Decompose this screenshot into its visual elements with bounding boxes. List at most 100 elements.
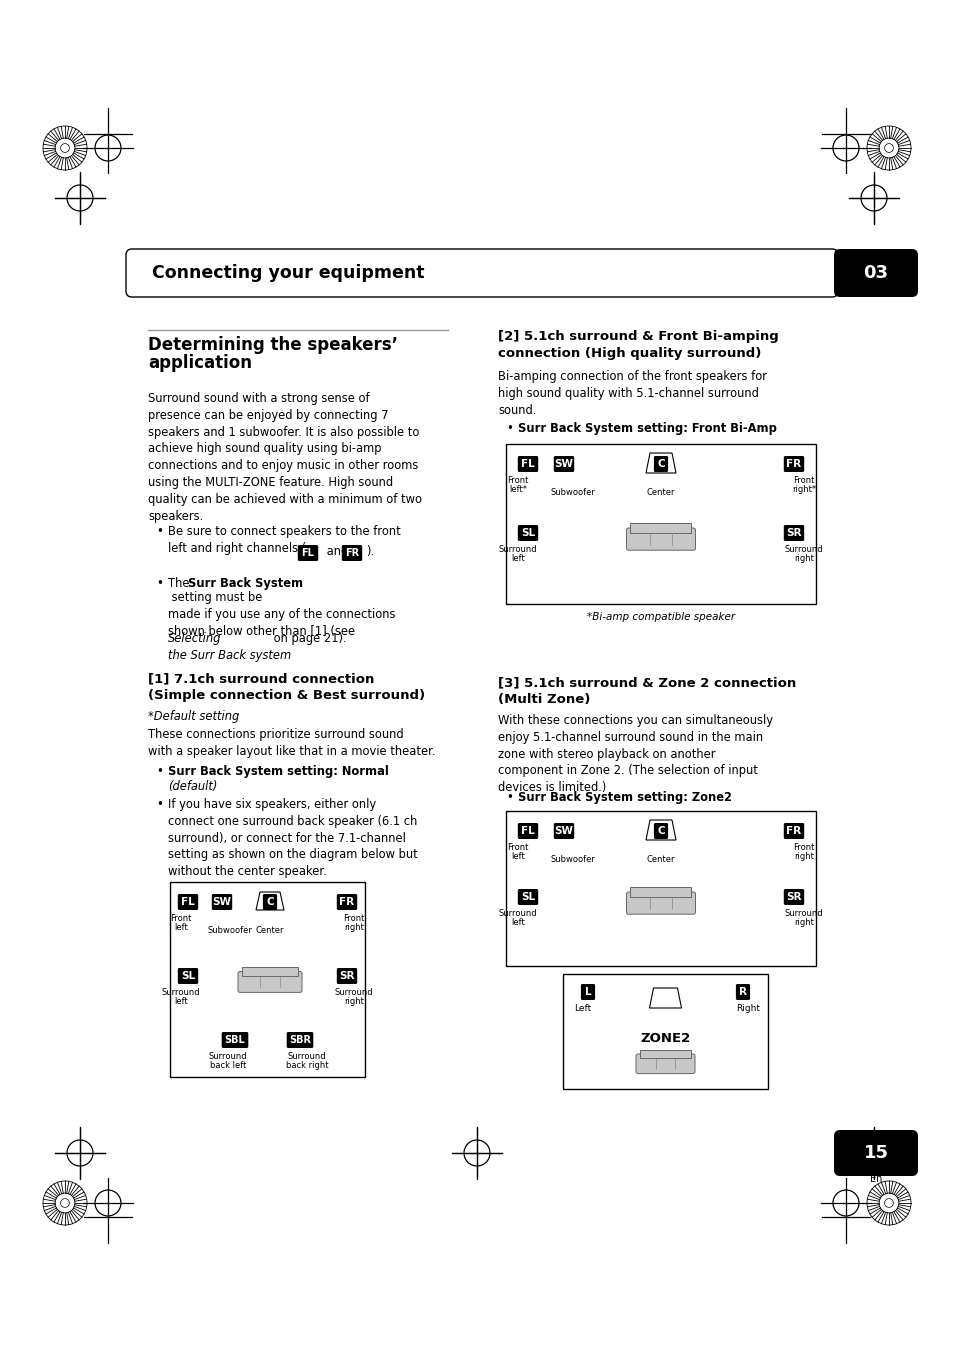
- FancyBboxPatch shape: [833, 249, 917, 297]
- Text: FL: FL: [520, 459, 535, 469]
- Text: Surround: Surround: [209, 1052, 247, 1061]
- Text: Center: Center: [646, 855, 675, 865]
- FancyBboxPatch shape: [126, 249, 837, 297]
- Text: If you have six speakers, either only
connect one surround back speaker (6.1 ch
: If you have six speakers, either only co…: [168, 798, 417, 878]
- Text: Selecting
the Surr Back system: Selecting the Surr Back system: [168, 632, 291, 662]
- Bar: [170, 882, 365, 1077]
- Text: Front: Front: [507, 476, 528, 485]
- Text: Surround: Surround: [784, 544, 822, 554]
- Text: [3] 5.1ch surround & Zone 2 connection
(Multi Zone): [3] 5.1ch surround & Zone 2 connection (…: [497, 676, 796, 705]
- Circle shape: [883, 143, 892, 153]
- Text: Front: Front: [343, 915, 364, 923]
- FancyBboxPatch shape: [237, 971, 302, 993]
- FancyBboxPatch shape: [783, 889, 803, 905]
- Text: Connecting your equipment: Connecting your equipment: [152, 263, 424, 282]
- Text: C: C: [266, 897, 274, 907]
- Bar: [630, 523, 691, 532]
- Text: right: right: [793, 852, 813, 861]
- Bar: [562, 974, 767, 1089]
- FancyBboxPatch shape: [783, 526, 803, 540]
- Text: Surr Back System setting: Normal: Surr Back System setting: Normal: [168, 765, 389, 778]
- Text: FL: FL: [301, 549, 314, 558]
- Text: Surround sound with a strong sense of
presence can be enjoyed by connecting 7
sp: Surround sound with a strong sense of pr…: [148, 392, 421, 523]
- Circle shape: [61, 1198, 70, 1208]
- FancyBboxPatch shape: [336, 894, 356, 911]
- Text: SW: SW: [213, 897, 232, 907]
- FancyBboxPatch shape: [783, 823, 803, 839]
- Text: FR: FR: [345, 549, 358, 558]
- Text: •: •: [156, 798, 163, 811]
- Text: 03: 03: [862, 263, 887, 282]
- Text: Surround: Surround: [498, 544, 537, 554]
- Text: L: L: [584, 988, 591, 997]
- Text: back right: back right: [286, 1061, 328, 1070]
- Text: left*: left*: [509, 485, 526, 494]
- Polygon shape: [649, 988, 680, 1008]
- Text: FR: FR: [339, 897, 355, 907]
- FancyBboxPatch shape: [517, 526, 537, 540]
- FancyBboxPatch shape: [287, 1032, 313, 1048]
- Polygon shape: [645, 820, 676, 840]
- Text: Surround: Surround: [288, 1052, 326, 1061]
- Circle shape: [883, 1198, 892, 1208]
- Text: •: •: [156, 765, 163, 778]
- Text: SL: SL: [181, 971, 194, 981]
- Text: SBR: SBR: [289, 1035, 311, 1046]
- Text: [2] 5.1ch surround & Front Bi-amping
connection (High quality surround): [2] 5.1ch surround & Front Bi-amping con…: [497, 330, 778, 359]
- Bar: [505, 444, 815, 604]
- Text: C: C: [657, 459, 664, 469]
- Text: Surround: Surround: [498, 909, 537, 917]
- Text: Surr Back System setting: Zone2: Surr Back System setting: Zone2: [517, 790, 731, 804]
- FancyBboxPatch shape: [517, 823, 537, 839]
- Text: FL: FL: [520, 825, 535, 836]
- Text: •: •: [156, 577, 163, 590]
- Text: Surr Back System setting: Front Bi-Amp: Surr Back System setting: Front Bi-Amp: [517, 422, 776, 435]
- FancyBboxPatch shape: [653, 823, 667, 839]
- Text: left: left: [174, 923, 188, 932]
- Text: Front: Front: [793, 843, 814, 852]
- FancyBboxPatch shape: [177, 969, 198, 984]
- Text: SL: SL: [520, 892, 535, 902]
- Text: Determining the speakers’: Determining the speakers’: [148, 336, 397, 354]
- Text: •: •: [505, 422, 513, 435]
- Text: SR: SR: [339, 971, 355, 981]
- Text: *Bi-amp compatible speaker: *Bi-amp compatible speaker: [586, 612, 735, 621]
- FancyBboxPatch shape: [636, 1054, 695, 1074]
- Text: Right: Right: [735, 1004, 760, 1013]
- Text: These connections prioritize surround sound
with a speaker layout like that in a: These connections prioritize surround so…: [148, 728, 435, 758]
- Text: FR: FR: [785, 825, 801, 836]
- Text: right: right: [344, 997, 363, 1006]
- FancyBboxPatch shape: [517, 889, 537, 905]
- Text: FL: FL: [181, 897, 194, 907]
- Text: Subwoofer: Subwoofer: [208, 925, 253, 935]
- Text: The: The: [168, 577, 193, 590]
- FancyBboxPatch shape: [833, 1129, 917, 1175]
- Text: left: left: [511, 917, 524, 927]
- FancyBboxPatch shape: [221, 1032, 248, 1048]
- FancyBboxPatch shape: [263, 894, 276, 911]
- FancyBboxPatch shape: [580, 984, 595, 1000]
- Text: right: right: [344, 923, 363, 932]
- FancyBboxPatch shape: [212, 894, 232, 911]
- Text: Surround: Surround: [335, 988, 373, 997]
- Text: right: right: [793, 917, 813, 927]
- Polygon shape: [255, 892, 284, 911]
- Text: Center: Center: [255, 925, 284, 935]
- Text: [1] 7.1ch surround connection
(Simple connection & Best surround): [1] 7.1ch surround connection (Simple co…: [148, 671, 425, 701]
- Text: 15: 15: [862, 1144, 887, 1162]
- Text: left: left: [511, 852, 524, 861]
- Text: C: C: [657, 825, 664, 836]
- Text: Surround: Surround: [784, 909, 822, 917]
- Text: right*: right*: [791, 485, 815, 494]
- Text: Bi-amping connection of the front speakers for
high sound quality with 5.1-chann: Bi-amping connection of the front speake…: [497, 370, 766, 416]
- FancyBboxPatch shape: [177, 894, 198, 911]
- FancyBboxPatch shape: [336, 969, 356, 984]
- Text: application: application: [148, 354, 252, 372]
- Text: right: right: [793, 554, 813, 563]
- Text: SR: SR: [785, 528, 801, 538]
- Text: Subwoofer: Subwoofer: [551, 855, 596, 865]
- FancyBboxPatch shape: [517, 457, 537, 471]
- Polygon shape: [645, 453, 676, 473]
- Text: ZONE2: ZONE2: [639, 1032, 690, 1046]
- FancyBboxPatch shape: [554, 823, 574, 839]
